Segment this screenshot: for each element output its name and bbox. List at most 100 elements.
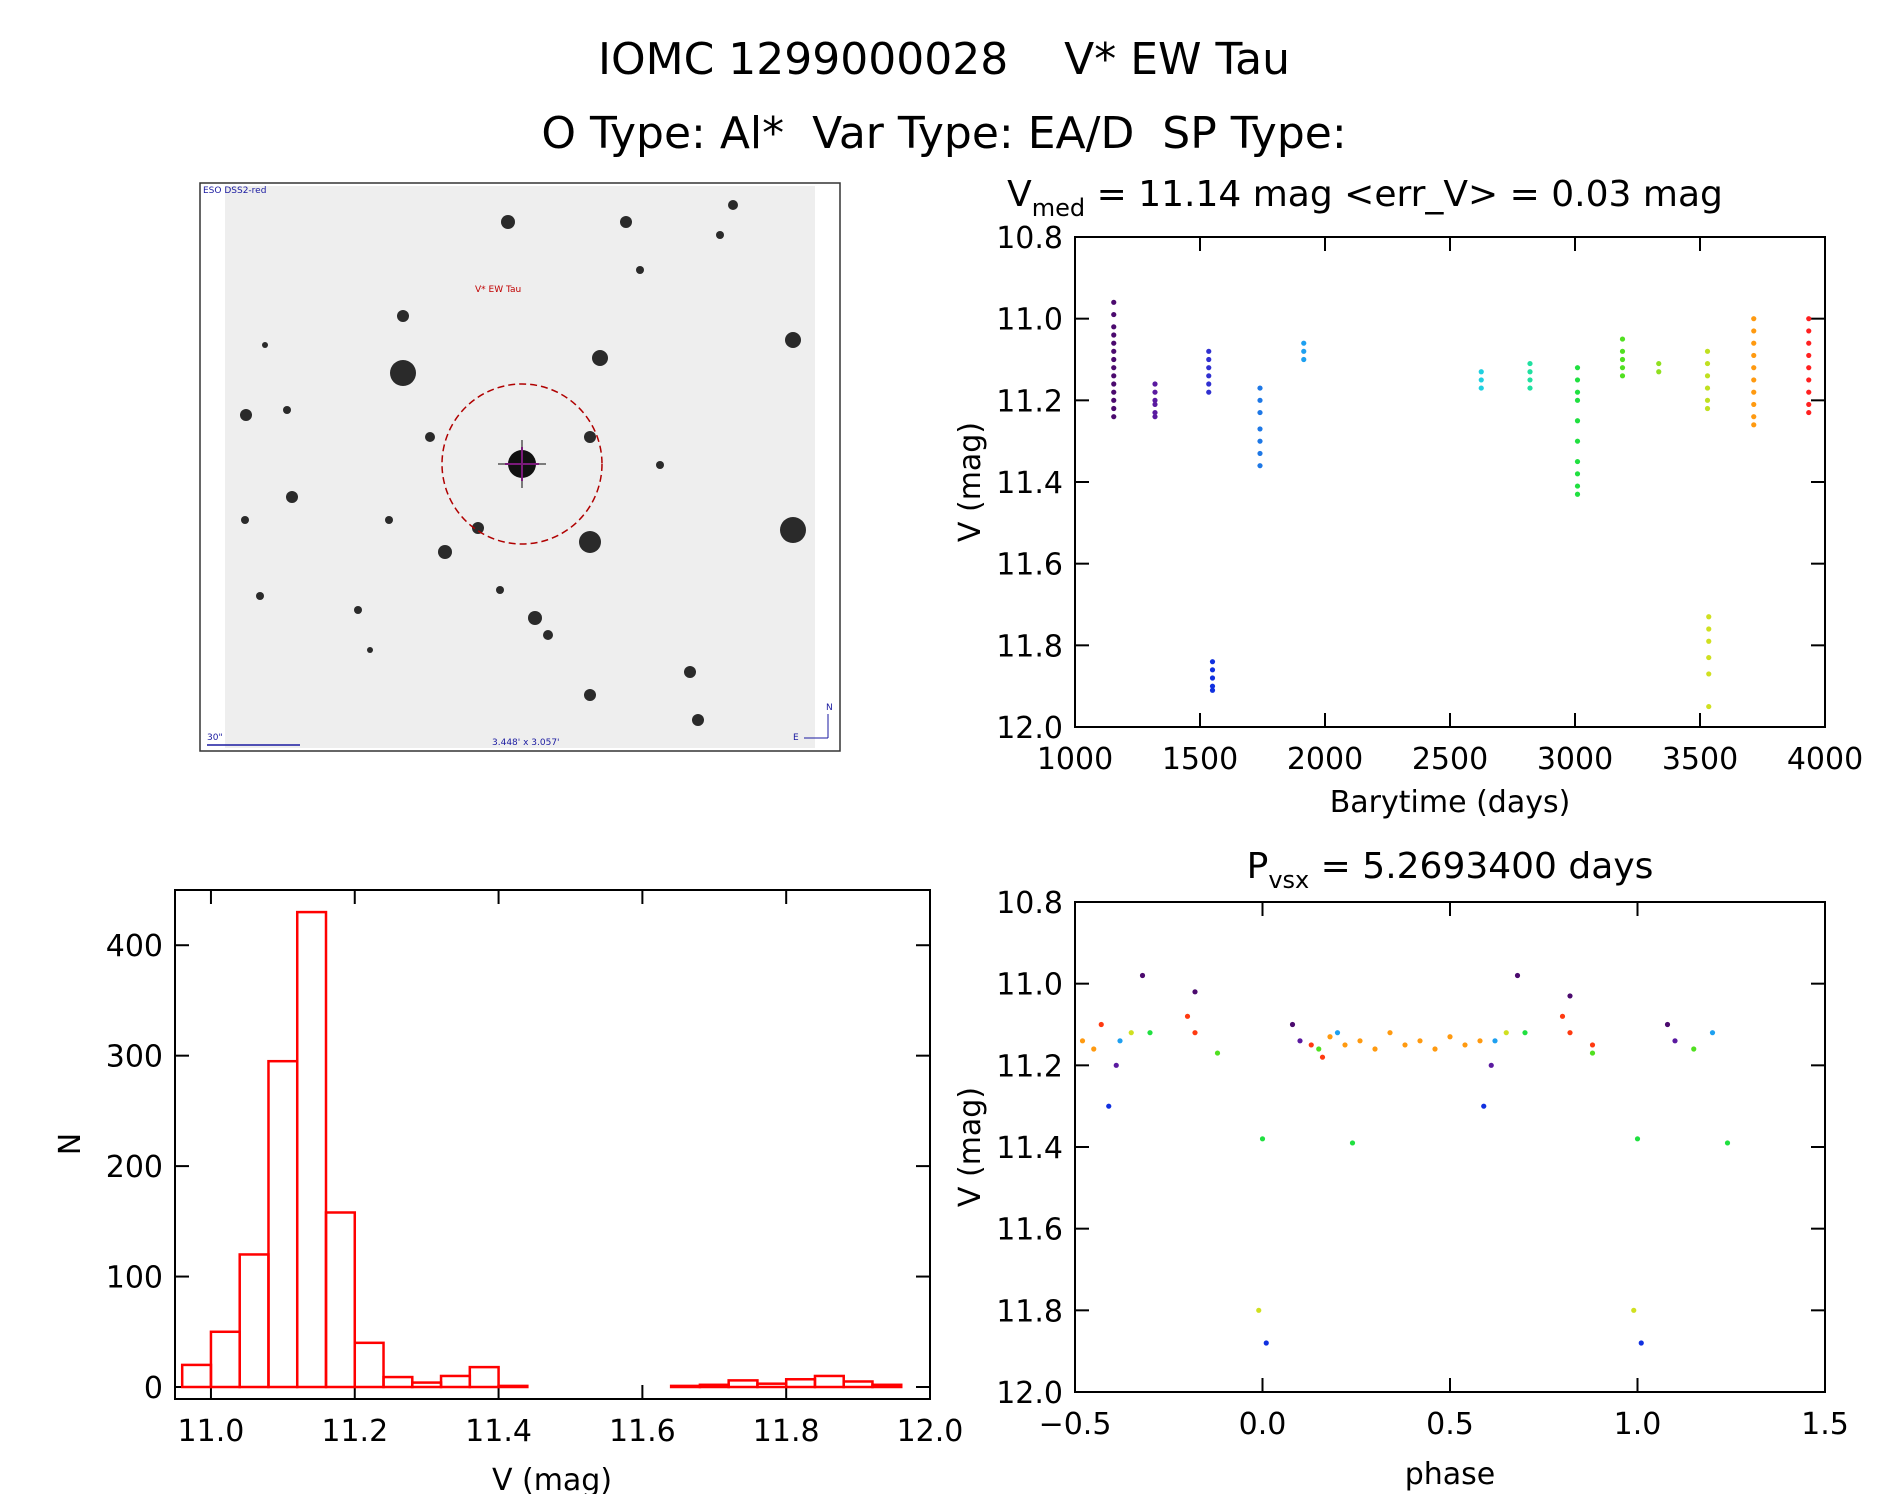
light-curve-point: [1806, 377, 1812, 383]
light-curve-point: [1209, 683, 1216, 689]
phase-curve-point: [1297, 1038, 1303, 1044]
phase-curve-point: [1117, 1038, 1123, 1044]
finder-star: [425, 432, 435, 442]
light-curve-point: [1257, 463, 1263, 469]
light-curve-point: [1209, 687, 1216, 693]
phase-curve-point: [1589, 1042, 1596, 1048]
light-curve-point: [1257, 426, 1263, 432]
finder-north-label: N: [826, 703, 833, 713]
phase-curve-ticks: −0.5 0.0 0.5 1.0 1.5 10.8 11.0 11.2 11.4 11.6 11.8…: [996, 886, 1849, 1442]
histogram-bar: [756, 1382, 788, 1389]
light-curve-point: [1619, 373, 1626, 379]
finder-fov-label: 3.448' x 3.057': [492, 738, 560, 748]
finder-star: [620, 216, 632, 228]
phase-curve-point: [1462, 1042, 1468, 1048]
light-curve-point: [1206, 356, 1212, 363]
phase-curve-point: [1079, 1038, 1086, 1044]
light-curve-point: [1152, 389, 1158, 395]
histogram-bar: [669, 1384, 702, 1389]
phase-curve-point: [1147, 1030, 1153, 1036]
x-tick-label: 1500: [1162, 742, 1238, 777]
finder-star: [241, 516, 249, 524]
light-curve-point: [1656, 360, 1662, 367]
histogram-bar: [813, 1374, 845, 1389]
histogram-bar: [324, 1211, 357, 1389]
finder-star: [354, 606, 362, 614]
light-curve-point: [1806, 316, 1812, 322]
phase-curve-point: [1091, 1046, 1097, 1052]
light-curve-point: [1206, 373, 1212, 379]
phase-curve-point: [1372, 1046, 1378, 1052]
light-curve-point: [1111, 397, 1117, 403]
light-curve-point: [1209, 667, 1216, 673]
histogram-bar: [784, 1378, 817, 1389]
x-tick-label: 11.2: [321, 1414, 388, 1449]
light-curve-point: [1751, 401, 1757, 408]
light-curve-point: [1209, 675, 1216, 681]
phase-curve-point: [1638, 1340, 1644, 1346]
phase-curve-point: [1724, 1140, 1731, 1146]
phase-curve-point: [1256, 1307, 1262, 1313]
light-curve-point: [1574, 418, 1581, 424]
light-curve-point: [1751, 328, 1757, 334]
phase-curve-point: [1634, 1136, 1641, 1142]
light-curve-point: [1574, 471, 1581, 477]
light-curve-point: [1806, 340, 1812, 346]
histogram-ticks: 11.0 11.2 11.4 11.6 11.8 12.0 0 100 200 300 400: [106, 890, 963, 1449]
finder-stars: [240, 200, 806, 726]
phase-curve-point: [1289, 1021, 1296, 1028]
x-tick-label: 3000: [1537, 742, 1613, 777]
light-curve-point: [1574, 377, 1581, 383]
histogram-bar: [238, 1253, 270, 1389]
light-curve-point: [1806, 401, 1812, 408]
light-curve-point: [1111, 299, 1117, 305]
x-tick-label: 3500: [1662, 742, 1738, 777]
x-tick-label: 2500: [1412, 742, 1488, 777]
phase-curve-point: [1417, 1038, 1423, 1044]
light-curve-point: [1111, 356, 1117, 363]
y-tick-label: 11.4: [996, 466, 1063, 501]
light-curve-point: [1574, 389, 1581, 395]
light-curve-point: [1704, 360, 1711, 367]
x-tick-label: 4000: [1787, 742, 1863, 777]
phase-curve-xlabel: phase: [1405, 1457, 1496, 1492]
light-curve-points: [1111, 299, 1812, 710]
phase-curve-point: [1402, 1042, 1408, 1048]
phase-curve-point: [1514, 972, 1521, 979]
phase-curve-point: [1327, 1034, 1333, 1040]
finder-star: [240, 409, 252, 421]
finder-star: [528, 611, 542, 625]
phase-curve-point: [1357, 1038, 1363, 1044]
phase-curve-point: [1481, 1103, 1487, 1109]
histogram-bar: [727, 1379, 759, 1389]
y-tick-label: 10.8: [996, 886, 1063, 921]
phase-curve-point: [1139, 972, 1146, 979]
phase-curve-point: [1263, 1340, 1269, 1346]
finder-star: [256, 592, 264, 600]
histogram-plot: 11.0 11.2 11.4 11.6 11.8 12.0 0 100 200 300 400 V …: [53, 889, 963, 1494]
y-tick-label: 100: [106, 1261, 163, 1296]
light-curve-point: [1656, 369, 1662, 375]
phase-curve-point: [1522, 1030, 1528, 1036]
finder-scale-label: 30": [207, 733, 223, 743]
light-curve-point: [1209, 659, 1216, 665]
y-tick-label: 11.0: [996, 968, 1063, 1003]
light-curve-point: [1478, 369, 1484, 375]
light-curve-point: [1704, 385, 1711, 391]
phase-curve-axes-frame: [1074, 901, 1826, 1393]
histogram-bar: [180, 1363, 213, 1389]
phase-curve-point: [1192, 989, 1198, 995]
phase-curve-point: [1672, 1038, 1678, 1044]
light-curve-point: [1111, 381, 1117, 387]
light-curve-point: [1751, 352, 1757, 359]
light-curve-point: [1751, 340, 1757, 346]
phase-curve-point: [1316, 1046, 1322, 1052]
finder-star: [501, 215, 515, 229]
phase-curve-point: [1184, 1013, 1191, 1019]
finder-star: [684, 666, 696, 678]
phase-curve-point: [1691, 1046, 1697, 1052]
finder-star: [262, 342, 268, 348]
finder-survey-label: ESO DSS2-red: [203, 186, 266, 196]
y-tick-label: 300: [106, 1040, 163, 1075]
light-curve-point: [1152, 414, 1158, 420]
